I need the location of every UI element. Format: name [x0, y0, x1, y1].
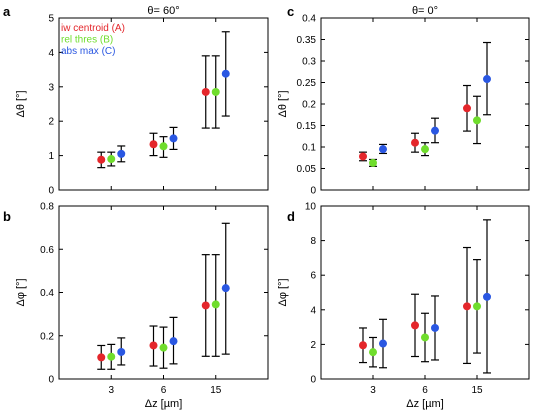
y-tick-label: 0.2 [40, 331, 54, 342]
data-point [379, 339, 387, 348]
panel-letter: a [3, 4, 11, 19]
data-point [221, 284, 230, 293]
x-tick-label: 15 [471, 385, 483, 396]
y-tick-label: 0 [48, 375, 54, 386]
data-point [463, 302, 471, 311]
y-tick-label: 0.3 [302, 57, 316, 68]
data-point [97, 353, 106, 362]
y-tick-label: 4 [48, 48, 54, 59]
y-tick-label: 0.15 [297, 121, 317, 132]
data-point [211, 87, 220, 96]
y-tick-label: 4 [310, 305, 316, 316]
y-tick-label: 0.4 [40, 288, 54, 299]
data-point [463, 104, 471, 113]
data-point [473, 116, 481, 125]
data-point [201, 301, 210, 310]
panel-title: θ= 0° [412, 5, 438, 17]
y-tick-label: 0 [48, 186, 54, 197]
x-tick-label: 6 [422, 385, 428, 396]
x-tick-label: 3 [370, 385, 376, 396]
y-axis-label: Δθ [°] [15, 90, 27, 117]
y-tick-label: 10 [305, 202, 317, 213]
y-axis-label: Δφ [°] [277, 278, 289, 306]
data-point [159, 343, 168, 352]
y-tick-label: 3 [48, 82, 54, 93]
data-point [149, 341, 158, 350]
data-point [169, 134, 178, 143]
data-point [97, 155, 106, 164]
y-tick-label: 2 [310, 340, 316, 351]
data-point [483, 292, 491, 301]
panel-c: 0 0.05 0.1 0.15 0.2 0.25 0.3 0.35 0.4 Δθ [°] θ= 0°… [277, 4, 530, 197]
y-tick-label: 0.05 [297, 164, 317, 175]
panel-b: 0 0.2 0.4 0.6 0.8 3 6 15 Δφ [°] Δz [µm] b [3, 202, 269, 410]
legend-entry: abs max (C) [61, 46, 115, 57]
y-tick-label: 1 [48, 151, 54, 162]
y-tick-label: 0.6 [40, 245, 54, 256]
data-point [159, 142, 168, 151]
y-tick-label: 8 [310, 236, 316, 247]
data-point [473, 302, 481, 311]
x-tick-label: 15 [210, 385, 222, 396]
data-point [483, 75, 491, 84]
data-point [421, 333, 429, 342]
data-point [411, 321, 419, 330]
data-point [107, 352, 116, 361]
data-point [431, 126, 439, 135]
panel-letter: d [287, 209, 295, 224]
y-tick-label: 0.8 [40, 202, 54, 213]
data-point [369, 158, 377, 167]
data-point [379, 145, 387, 154]
data-point [169, 337, 178, 346]
data-point [201, 87, 210, 96]
panel-d: 0 2 4 6 8 10 3 6 15 Δφ [°] Δz [µm] d [277, 202, 530, 410]
y-tick-label: 0.2 [302, 100, 316, 111]
panel-title: θ= 60° [147, 5, 179, 17]
panel-letter: c [287, 4, 294, 19]
panel-a: 0 1 2 3 4 5 Δθ [°] θ= 60° a iw centroid (A)rel th… [3, 4, 269, 197]
y-tick-label: 0.1 [302, 143, 316, 154]
y-tick-label: 0.35 [297, 35, 317, 46]
data-point [359, 152, 367, 161]
y-axis-label: Δφ [°] [15, 278, 27, 306]
data-point [149, 140, 158, 149]
data-point [431, 323, 439, 332]
y-tick-label: 6 [310, 271, 316, 282]
y-tick-label: 0.25 [297, 78, 317, 89]
data-point [369, 348, 377, 357]
x-tick-label: 6 [161, 385, 167, 396]
y-axis-label: Δθ [°] [277, 90, 289, 117]
data-point [221, 69, 230, 78]
data-point [359, 341, 367, 350]
data-point [117, 149, 126, 158]
y-tick-label: 0.4 [302, 14, 316, 25]
data-point [421, 145, 429, 154]
x-tick-label: 3 [108, 385, 114, 396]
data-point [211, 300, 220, 309]
y-tick-label: 5 [48, 14, 54, 25]
x-axis-label: Δz [µm] [406, 398, 444, 410]
y-tick-label: 0 [310, 375, 316, 386]
y-tick-label: 2 [48, 117, 54, 128]
legend-entry: iw centroid (A) [61, 23, 125, 34]
plot-frame [320, 17, 530, 191]
data-point [411, 138, 419, 147]
x-axis-label: Δz [µm] [145, 398, 183, 410]
legend-entry: rel thres (B) [61, 35, 113, 46]
data-point [107, 155, 116, 164]
data-point [117, 347, 126, 356]
panel-letter: b [3, 209, 11, 224]
y-tick-label: 0 [310, 186, 316, 197]
